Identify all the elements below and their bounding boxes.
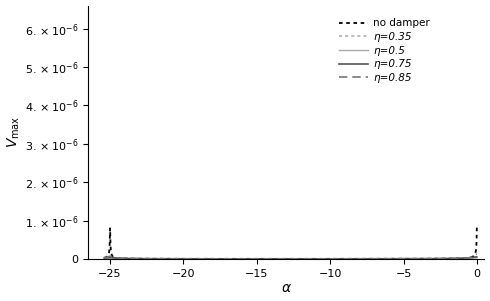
η=0.35: [372, 257, 378, 261]
η=0.85: [261, 257, 267, 261]
no damper: [101, 256, 107, 259]
η=0.75: [258, 257, 264, 261]
η=0.85: [101, 256, 107, 260]
η=0.5: [261, 257, 267, 261]
η=0.75: [272, 257, 278, 261]
η=0.75: [101, 256, 107, 260]
no damper: [258, 257, 264, 261]
η=0.35: [258, 257, 264, 261]
η=0.85: [258, 257, 264, 261]
η=0.35: [101, 256, 107, 260]
η=0.85: [463, 256, 468, 260]
no damper: [278, 257, 284, 261]
no damper: [272, 257, 278, 261]
Legend: no damper, η=0.35, η=0.5, η=0.75, η=0.85: no damper, η=0.35, η=0.5, η=0.75, η=0.85: [339, 18, 430, 83]
η=0.5: [278, 257, 284, 261]
Line: η=0.5: η=0.5: [104, 258, 477, 259]
no damper: [444, 257, 450, 260]
η=0.5: [474, 256, 480, 260]
η=0.5: [272, 257, 278, 261]
η=0.5: [101, 256, 107, 260]
η=0.5: [107, 256, 113, 259]
no damper: [372, 257, 378, 261]
η=0.35: [261, 257, 267, 261]
η=0.75: [463, 256, 468, 260]
η=0.85: [278, 257, 284, 261]
Line: η=0.85: η=0.85: [104, 254, 477, 259]
η=0.5: [463, 256, 468, 260]
Line: no damper: no damper: [104, 227, 477, 259]
no damper: [463, 256, 468, 260]
η=0.35: [474, 256, 480, 259]
η=0.75: [278, 257, 284, 261]
η=0.35: [272, 257, 278, 261]
η=0.5: [444, 257, 450, 260]
η=0.5: [258, 257, 264, 261]
η=0.85: [474, 252, 480, 256]
η=0.5: [372, 257, 378, 261]
Line: η=0.35: η=0.35: [104, 258, 477, 259]
η=0.75: [474, 255, 480, 259]
Y-axis label: $V_{\mathrm{max}}$: $V_{\mathrm{max}}$: [5, 116, 22, 148]
Line: η=0.75: η=0.75: [104, 257, 477, 259]
η=0.75: [444, 257, 450, 260]
η=0.35: [463, 256, 468, 260]
η=0.85: [272, 257, 278, 261]
no damper: [261, 257, 267, 261]
η=0.35: [444, 257, 450, 260]
η=0.85: [444, 257, 450, 260]
η=0.75: [261, 257, 267, 261]
η=0.35: [278, 257, 284, 261]
no damper: [474, 225, 480, 229]
X-axis label: $\alpha$: $\alpha$: [281, 281, 292, 296]
η=0.75: [372, 257, 378, 261]
η=0.85: [372, 257, 378, 261]
